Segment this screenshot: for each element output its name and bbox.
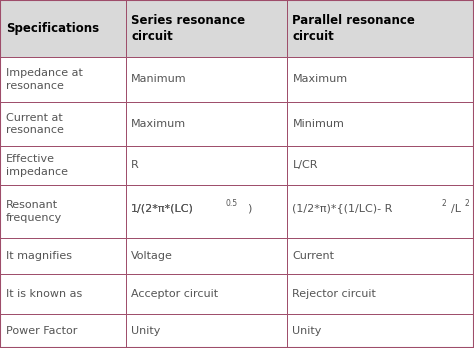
Text: /L: /L xyxy=(451,204,461,214)
Bar xyxy=(126,0,287,57)
Bar xyxy=(287,146,474,185)
Text: It magnifies: It magnifies xyxy=(6,251,72,261)
Text: Current at
resonance: Current at resonance xyxy=(6,113,64,135)
Bar xyxy=(287,314,474,348)
Text: R: R xyxy=(131,160,139,171)
Bar xyxy=(287,185,474,238)
Text: Unity: Unity xyxy=(131,326,161,336)
Bar xyxy=(126,102,287,146)
Text: Series resonance
circuit: Series resonance circuit xyxy=(131,14,246,43)
Text: Unity: Unity xyxy=(292,326,322,336)
Bar xyxy=(0,314,126,348)
Bar xyxy=(287,0,474,57)
Text: }: } xyxy=(473,204,474,214)
Bar xyxy=(287,102,474,146)
Text: L/CR: L/CR xyxy=(292,160,318,171)
Bar xyxy=(287,238,474,274)
Bar xyxy=(126,185,287,238)
Bar xyxy=(126,238,287,274)
Bar xyxy=(287,274,474,314)
Text: (1/2*π)*{(1/LC)- R: (1/2*π)*{(1/LC)- R xyxy=(292,204,393,214)
Bar xyxy=(287,57,474,102)
Text: Specifications: Specifications xyxy=(6,22,99,35)
Text: Resonant
frequency: Resonant frequency xyxy=(6,200,62,223)
Text: Current: Current xyxy=(292,251,335,261)
Bar xyxy=(0,146,126,185)
Bar xyxy=(126,274,287,314)
Bar xyxy=(0,238,126,274)
Text: 2: 2 xyxy=(465,199,469,208)
Bar xyxy=(0,185,126,238)
Text: 1/(2*π*(LC): 1/(2*π*(LC) xyxy=(131,204,194,214)
Text: Acceptor circuit: Acceptor circuit xyxy=(131,289,219,299)
Text: Maximum: Maximum xyxy=(131,119,186,129)
Text: 0.5: 0.5 xyxy=(226,199,238,208)
Text: Maximum: Maximum xyxy=(292,74,347,85)
Text: Impedance at
resonance: Impedance at resonance xyxy=(6,68,82,91)
Bar xyxy=(126,146,287,185)
Bar xyxy=(126,185,287,238)
Text: It is known as: It is known as xyxy=(6,289,82,299)
Text: 2: 2 xyxy=(441,199,446,208)
Text: 1/(2*π*(LC): 1/(2*π*(LC) xyxy=(131,204,194,214)
Bar xyxy=(126,314,287,348)
Bar xyxy=(0,102,126,146)
Bar xyxy=(126,57,287,102)
Bar xyxy=(0,57,126,102)
Bar xyxy=(0,0,126,57)
Text: Power Factor: Power Factor xyxy=(6,326,77,336)
Text: ): ) xyxy=(246,204,251,214)
Bar xyxy=(287,185,474,238)
Text: Manimum: Manimum xyxy=(131,74,187,85)
Bar xyxy=(0,274,126,314)
Text: Rejector circuit: Rejector circuit xyxy=(292,289,376,299)
Text: Parallel resonance
circuit: Parallel resonance circuit xyxy=(292,14,415,43)
Text: Minimum: Minimum xyxy=(292,119,344,129)
Text: Effective
impedance: Effective impedance xyxy=(6,154,68,177)
Text: Voltage: Voltage xyxy=(131,251,173,261)
